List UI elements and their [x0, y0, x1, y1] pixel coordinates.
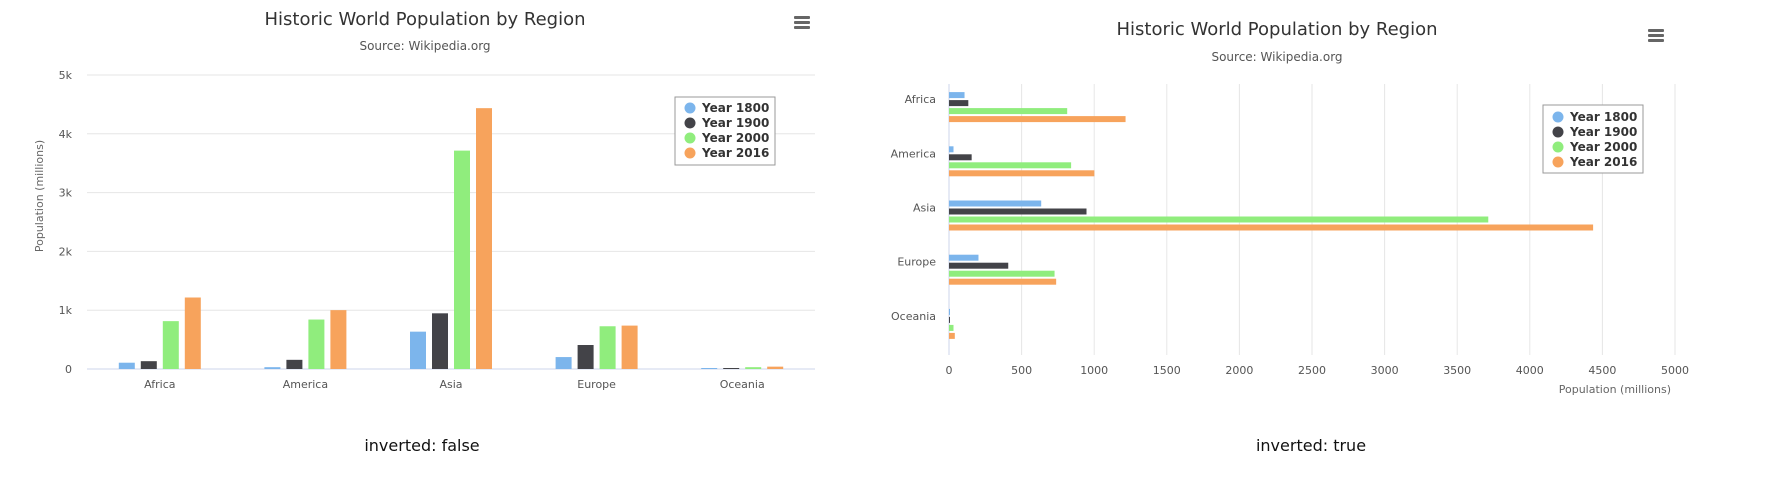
legend-marker [1552, 126, 1564, 138]
legend-marker [684, 132, 696, 144]
menu-icon[interactable] [794, 16, 810, 29]
chart-panel-inverted: Historic World Population by Region Sour… [870, 0, 1780, 486]
bar[interactable] [476, 108, 492, 369]
y-axis-title: Population (millions) [33, 140, 46, 252]
bar[interactable] [949, 170, 1095, 177]
x-tick-label: 3500 [1443, 364, 1471, 377]
x-tick-label: 3000 [1371, 364, 1399, 377]
legend-marker [1552, 141, 1564, 153]
x-tick-label: 5000 [1661, 364, 1689, 377]
chart-panel-vertical: Historic World Population by Region Sour… [0, 0, 850, 486]
bar[interactable] [140, 361, 157, 369]
chart-subtitle: Source: Wikipedia.org [1211, 50, 1342, 64]
y-tick-label: America [891, 147, 936, 160]
y-tick-label: Europe [897, 256, 936, 269]
bar[interactable] [949, 324, 954, 331]
bar[interactable] [555, 357, 572, 369]
bar[interactable] [949, 208, 1087, 215]
y-tick-label: 0 [65, 363, 72, 376]
legend-item[interactable]: Year 2016 [1569, 155, 1637, 169]
legend-item[interactable]: Year 2000 [701, 131, 769, 145]
bar[interactable] [949, 116, 1126, 123]
x-tick-label: 2000 [1225, 364, 1253, 377]
legend-item[interactable]: Year 1900 [1569, 125, 1637, 139]
bar[interactable] [949, 92, 965, 99]
bar[interactable] [949, 146, 954, 153]
chart-subtitle: Source: Wikipedia.org [359, 39, 490, 53]
bar[interactable] [264, 367, 281, 369]
x-tick-label: 500 [1011, 364, 1032, 377]
x-axis-title: Population (millions) [1559, 383, 1671, 396]
chart-title: Historic World Population by Region [264, 9, 585, 30]
legend-item[interactable]: Year 2000 [1569, 140, 1637, 154]
x-tick-label: Oceania [720, 378, 765, 391]
y-tick-label: 5k [59, 69, 73, 82]
x-tick-label: 4500 [1588, 364, 1616, 377]
legend-item[interactable]: Year 1800 [1569, 110, 1637, 124]
bar[interactable] [621, 325, 638, 369]
x-tick-label: 1000 [1080, 364, 1108, 377]
bar[interactable] [723, 368, 740, 369]
chart-caption: inverted: true [1255, 436, 1367, 455]
x-tick-label: 1500 [1153, 364, 1181, 377]
legend-marker [1552, 111, 1564, 123]
bar[interactable] [949, 316, 950, 323]
x-tick-label: America [283, 378, 328, 391]
x-tick-label: 4000 [1516, 364, 1544, 377]
bar[interactable] [745, 367, 762, 369]
bar[interactable] [949, 254, 979, 261]
y-tick-label: 4k [59, 128, 73, 141]
bar[interactable] [454, 150, 470, 369]
y-tick-label: Africa [905, 93, 936, 106]
legend-item[interactable]: Year 1800 [701, 101, 769, 115]
bar[interactable] [410, 331, 426, 369]
bar[interactable] [949, 200, 1042, 207]
bar[interactable] [599, 326, 616, 369]
bar[interactable] [577, 345, 594, 369]
bar[interactable] [162, 321, 179, 369]
bar[interactable] [949, 332, 955, 339]
bar[interactable] [184, 297, 201, 369]
bar[interactable] [701, 368, 718, 369]
bar[interactable] [949, 154, 972, 161]
x-tick-label: 2500 [1298, 364, 1326, 377]
y-tick-label: 2k [59, 245, 73, 258]
chart-title: Historic World Population by Region [1116, 19, 1437, 40]
chart-inverted: Historic World Population by Region Sour… [891, 19, 1689, 396]
bar[interactable] [949, 108, 1068, 115]
chart-vertical: Historic World Population by Region Sour… [33, 9, 815, 391]
y-tick-label: 1k [59, 304, 73, 317]
x-tick-label: Europe [577, 378, 616, 391]
bar[interactable] [432, 313, 448, 369]
y-tick-label: Asia [913, 202, 936, 215]
bar[interactable] [949, 278, 1057, 285]
bar[interactable] [949, 100, 969, 107]
bar[interactable] [949, 224, 1594, 231]
legend-marker [684, 102, 696, 114]
bar[interactable] [949, 262, 1009, 269]
legend-marker [684, 147, 696, 159]
bar[interactable] [949, 308, 950, 315]
legend-item[interactable]: Year 1900 [701, 116, 769, 130]
bar[interactable] [308, 319, 325, 369]
legend-marker [1552, 156, 1564, 168]
y-tick-label: Oceania [891, 310, 936, 323]
legend-marker [684, 117, 696, 129]
bar[interactable] [330, 310, 347, 369]
menu-icon[interactable] [1648, 29, 1664, 42]
bar[interactable] [286, 359, 303, 369]
bar[interactable] [118, 362, 135, 369]
bar[interactable] [949, 162, 1072, 169]
bar[interactable] [949, 216, 1489, 223]
y-tick-label: 3k [59, 187, 73, 200]
x-tick-label: Africa [144, 378, 175, 391]
bar[interactable] [949, 270, 1055, 277]
x-tick-label: 0 [946, 364, 953, 377]
x-tick-label: Asia [439, 378, 462, 391]
bar[interactable] [767, 366, 784, 369]
chart-caption: inverted: false [364, 436, 480, 455]
legend-item[interactable]: Year 2016 [701, 146, 769, 160]
